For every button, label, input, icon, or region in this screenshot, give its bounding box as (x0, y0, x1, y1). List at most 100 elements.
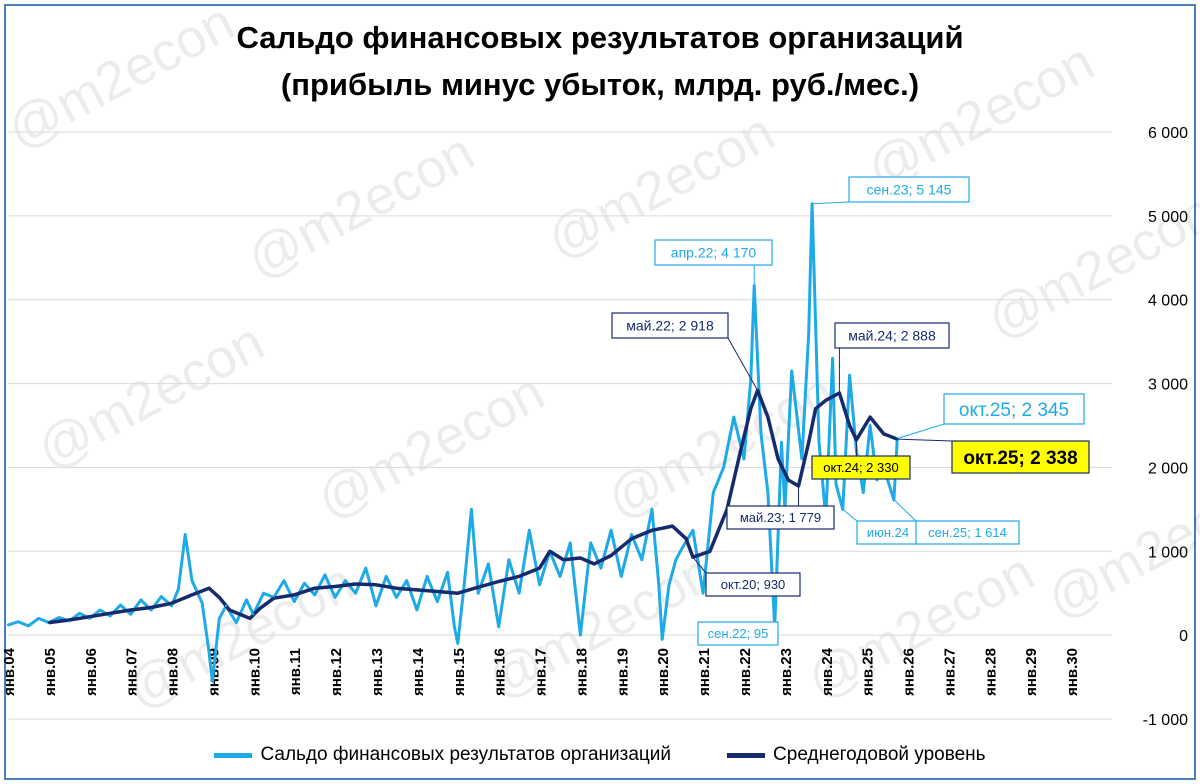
x-tick-label: янв.08 (165, 648, 182, 696)
annotation-label: окт.25; 2 338 (963, 448, 1077, 469)
data-point-annual (592, 562, 596, 566)
data-point-monthly (27, 624, 30, 628)
data-point-annual (190, 593, 194, 597)
x-tick-label: янв.27 (941, 648, 958, 696)
data-point-annual (473, 586, 477, 590)
data-point-monthly (487, 562, 490, 566)
x-tick-label: янв.07 (124, 648, 141, 696)
chart-legend: Сальдо финансовых результатов организаци… (0, 740, 1200, 770)
x-tick-label: янв.28 (982, 648, 999, 696)
data-point-monthly (177, 587, 180, 591)
x-tick-label: янв.19 (614, 648, 631, 696)
data-point-annual (579, 556, 582, 560)
data-point-monthly (817, 441, 821, 444)
data-point-monthly (507, 558, 511, 561)
data-point-annual (248, 617, 252, 620)
data-point-annual (548, 550, 551, 553)
x-tick-label: янв.29 (1023, 648, 1040, 696)
data-point-annual (708, 550, 712, 553)
data-point-monthly (57, 616, 61, 619)
data-point-monthly (862, 491, 865, 494)
data-point-monthly (262, 592, 265, 595)
data-point-monthly (129, 612, 132, 616)
annotation-box (611, 312, 729, 339)
data-point-monthly (569, 541, 572, 545)
data-point-annual (868, 415, 872, 419)
data-point-monthly (183, 533, 187, 536)
data-point-monthly (807, 332, 810, 335)
annotation-label: май.23; 1 779 (740, 510, 821, 525)
x-tick-label: янв.21 (696, 648, 713, 696)
data-point-monthly (766, 491, 770, 494)
data-point-monthly (201, 602, 204, 605)
data-point-monthly (517, 592, 521, 595)
data-point-monthly (657, 583, 661, 587)
legend-swatch-annual (727, 752, 766, 758)
data-point-monthly (139, 598, 143, 602)
watermark-text: @m2econ (27, 312, 273, 481)
data-point-monthly (160, 595, 163, 598)
data-point-annual (684, 537, 688, 540)
x-tick-label: янв.25 (860, 648, 877, 696)
y-tick-label: 6 000 (1148, 125, 1188, 142)
legend-item-annual: Среднегодовой уровень (727, 744, 986, 766)
data-point-monthly (6, 623, 10, 627)
data-point-annual (630, 537, 633, 540)
data-point-monthly (620, 575, 623, 578)
data-point-annual (68, 618, 71, 622)
data-point-monthly (425, 575, 429, 578)
watermark-text: @m2econ (307, 362, 553, 531)
data-point-monthly (323, 573, 327, 576)
annotation-label: сен.22; 95 (708, 626, 769, 641)
data-point-annual (313, 586, 316, 590)
data-point-monthly (303, 581, 306, 585)
series-line-monthly (7, 202, 899, 683)
data-point-annual (814, 407, 817, 410)
data-point-monthly (477, 592, 480, 595)
annotation-label: окт.20; 930 (721, 577, 786, 592)
data-point-annual (562, 558, 565, 561)
data-point-annual (354, 582, 357, 586)
data-point-monthly (436, 600, 439, 603)
legend-label-annual: Среднегодовой уровень (773, 744, 986, 765)
data-point-monthly (681, 545, 684, 549)
data-point-monthly (405, 579, 408, 582)
annotation-box (848, 176, 970, 203)
data-point-annual (272, 597, 275, 600)
data-point-monthly (463, 579, 466, 582)
y-tick-label: 3 000 (1148, 377, 1188, 394)
annotation-box (915, 520, 1020, 545)
annotation-label: июн.24 (867, 525, 909, 540)
x-tick-label: янв.10 (246, 648, 263, 696)
annotation-leader (727, 337, 759, 391)
data-point-monthly (207, 650, 211, 654)
data-point-annual (129, 608, 132, 612)
y-tick-label: 0 (1179, 628, 1188, 645)
data-point-monthly (742, 457, 746, 461)
x-tick-label: янв.04 (1, 647, 18, 696)
data-point-annual (517, 575, 521, 578)
data-point-monthly (37, 617, 40, 620)
data-point-monthly (98, 608, 102, 612)
data-point-annual (258, 607, 262, 610)
annotation-box (834, 322, 950, 349)
data-point-monthly (374, 604, 378, 607)
watermark-text: @m2econ (237, 122, 483, 291)
data-point-monthly (78, 612, 81, 615)
data-point-annual (395, 586, 398, 590)
data-point-monthly (640, 558, 643, 561)
annotation-box (697, 621, 779, 646)
data-point-annual (855, 438, 858, 441)
watermark-text: @m2econ (0, 0, 244, 161)
data-point-monthly (149, 608, 153, 612)
annotation-leader (842, 508, 858, 522)
data-point-monthly (848, 373, 851, 377)
annotation-leader (893, 499, 917, 522)
data-point-monthly (313, 593, 316, 597)
data-point-monthly (88, 617, 91, 620)
data-point-annual (47, 621, 51, 624)
annotation-box (726, 505, 835, 530)
data-point-annual (218, 596, 221, 599)
data-point-annual (436, 590, 439, 593)
